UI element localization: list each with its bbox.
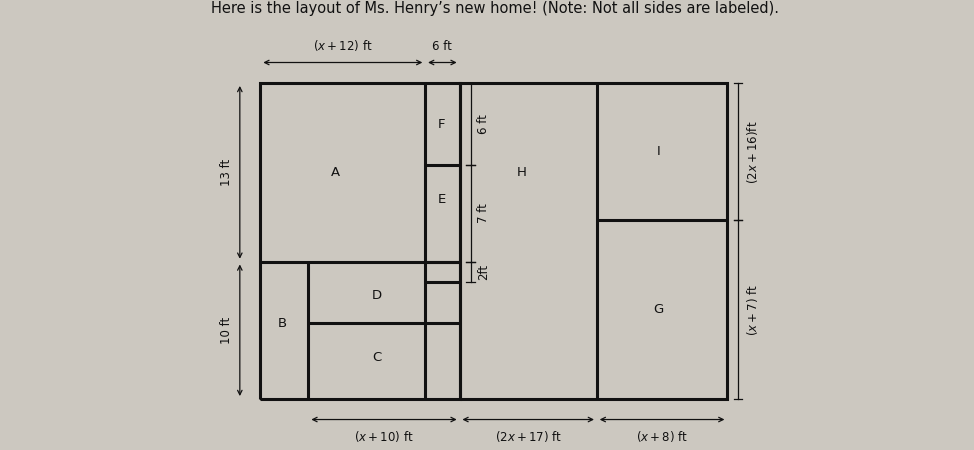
Text: $(x + 12)$ ft: $(x + 12)$ ft [313,38,373,53]
Text: E: E [437,194,446,206]
Text: H: H [516,166,526,179]
Text: $(x + 7)$ ft: $(x + 7)$ ft [745,284,760,336]
Text: $(x + 10)$ ft: $(x + 10)$ ft [355,429,414,444]
Text: 7 ft: 7 ft [477,203,490,224]
Text: B: B [278,317,287,330]
Text: I: I [656,145,660,158]
Text: $(x + 8)$ ft: $(x + 8)$ ft [636,429,689,444]
Text: $(2x + 17)$ ft: $(2x + 17)$ ft [495,429,562,444]
Text: A: A [331,166,341,179]
Text: 10 ft: 10 ft [220,317,233,344]
Text: $(2x + 16)$ft: $(2x + 16)$ft [745,120,760,184]
Text: D: D [372,289,382,302]
Text: G: G [654,303,663,316]
Text: 13 ft: 13 ft [220,159,233,186]
Text: C: C [372,351,382,364]
Text: Here is the layout of Ms. Henry’s new home! (Note: Not all sides are labeled).: Here is the layout of Ms. Henry’s new ho… [211,0,779,16]
Text: 6 ft: 6 ft [477,114,490,134]
Text: F: F [438,118,445,131]
Text: 6 ft: 6 ft [432,40,452,53]
Text: 2ft: 2ft [477,264,490,280]
